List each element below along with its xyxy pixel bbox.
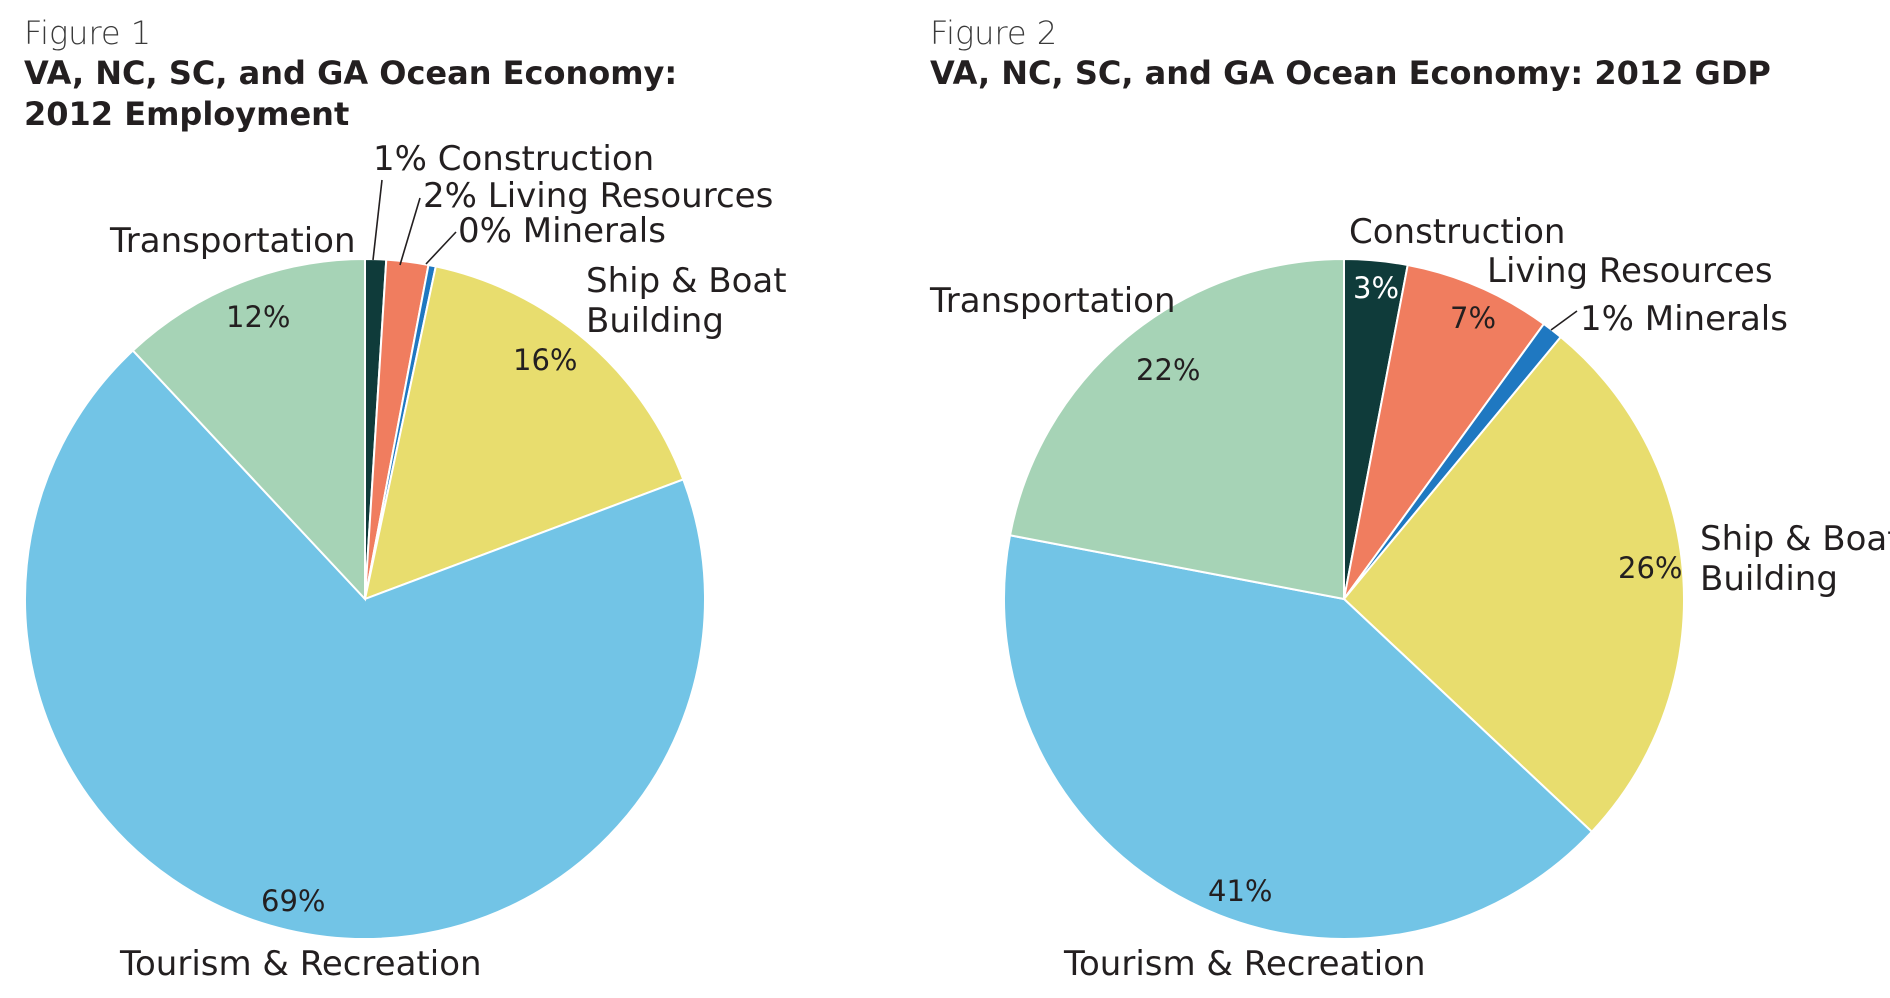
figure-2-gdp: Figure 2 VA, NC, SC, and GA Ocean Econom… bbox=[929, 14, 1890, 984]
figure-1-employment: Figure 1 VA, NC, SC, and GA Ocean Econom… bbox=[24, 14, 787, 984]
figure-2-label-minerals: 1% Minerals bbox=[1580, 299, 1788, 339]
figure-2-label: Figure 2 bbox=[930, 14, 1057, 52]
figure-1-label-ship-line2: Building bbox=[586, 301, 724, 341]
figure-2-pct-transport: 22% bbox=[1136, 353, 1200, 387]
figure-2-slice-living bbox=[1343, 263, 1546, 600]
figure-1-slice-tourism bbox=[24, 349, 707, 940]
figure-2-pie bbox=[1003, 257, 1685, 940]
figure-2-slice-ship bbox=[1342, 335, 1685, 834]
figure-2-pct-ship: 26% bbox=[1618, 551, 1682, 585]
figure-2-title: VA, NC, SC, and GA Ocean Economy: 2012 G… bbox=[930, 54, 1771, 92]
figure-2-slice-transport bbox=[1008, 257, 1345, 601]
figure-2-leader-minerals bbox=[1550, 310, 1578, 331]
figure-2-label-living-resources: Living Resources bbox=[1487, 251, 1773, 291]
figure-1-label-living-resources: 2% Living Resources bbox=[423, 176, 773, 216]
figure-2-label-ship-line1: Ship & Boat bbox=[1700, 519, 1890, 559]
figure-2-label-transportation: Transportation bbox=[929, 281, 1176, 321]
figure-1-label-ship-line1: Ship & Boat bbox=[586, 261, 787, 301]
figure-1-leader-living-resources bbox=[399, 197, 421, 266]
figure-1-label-tourism: Tourism & Recreation bbox=[119, 944, 482, 984]
figure-2-label-ship-line2: Building bbox=[1700, 559, 1838, 599]
figure-1-label-construction: 1% Construction bbox=[373, 139, 654, 179]
figure-2-pct-construction: 3% bbox=[1353, 271, 1399, 305]
figure-2-pct-tourism: 41% bbox=[1208, 874, 1272, 908]
figure-1-title-line2: 2012 Employment bbox=[24, 95, 349, 133]
figure-1-pct-ship: 16% bbox=[513, 343, 577, 377]
figure-2-label-tourism: Tourism & Recreation bbox=[1063, 944, 1426, 984]
figure-1-pie bbox=[24, 257, 707, 940]
figure-1-label-transportation: Transportation bbox=[109, 221, 356, 261]
figure-1-pct-tourism: 69% bbox=[261, 884, 325, 918]
figure-2-pct-living: 7% bbox=[1450, 301, 1496, 335]
figure-2-slice-tourism bbox=[1003, 534, 1594, 940]
figure-1-label-minerals: 0% Minerals bbox=[458, 211, 666, 251]
figure-1-leader-minerals bbox=[425, 231, 457, 265]
figure-1-slice-ship bbox=[363, 265, 685, 601]
figure-1-slice-transport bbox=[131, 257, 366, 602]
figure-1-pct-transport: 12% bbox=[226, 300, 290, 334]
figure-1-label: Figure 1 bbox=[24, 14, 151, 52]
figure-2-label-construction: Construction bbox=[1349, 212, 1565, 252]
figure-1-leader-construction bbox=[372, 179, 383, 261]
figure-1-title-line1: VA, NC, SC, and GA Ocean Economy: bbox=[24, 54, 677, 92]
